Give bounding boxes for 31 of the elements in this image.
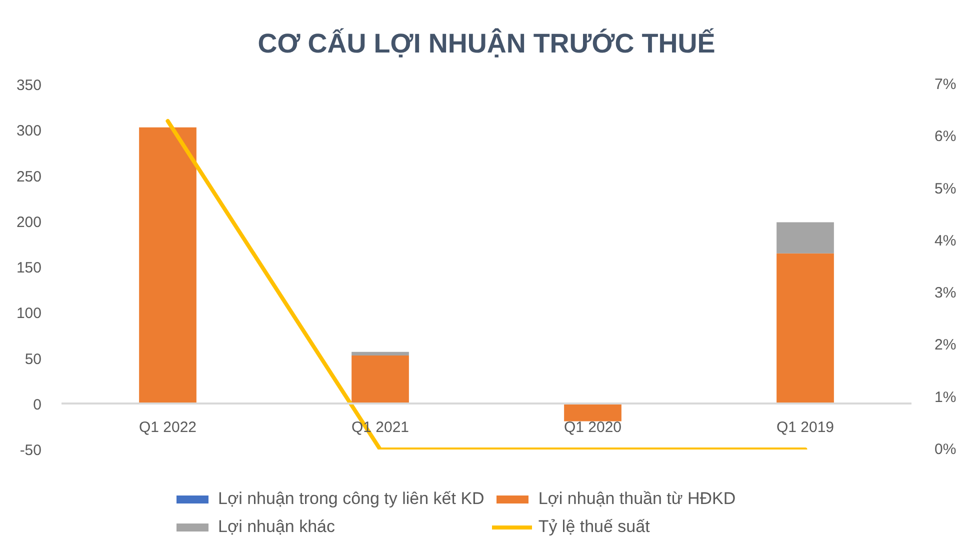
y2-tick-label: 0% — [934, 441, 956, 458]
y2-tick-label: 4% — [934, 232, 956, 250]
bar — [352, 352, 409, 356]
bar — [776, 222, 834, 254]
legend-label: Tỷ lệ thuế suất — [538, 517, 650, 537]
y2-tick-label: 6% — [934, 128, 956, 146]
y-tick-label: 50 — [24, 350, 42, 368]
chart-title: CƠ CẤU LỢI NHUẬN TRƯỚC THUẾ — [258, 28, 716, 58]
y-tick-label: 0 — [33, 396, 42, 414]
legend-label: Lợi nhuận khác — [218, 517, 336, 537]
bar — [352, 356, 409, 404]
bar — [564, 404, 622, 422]
bar — [776, 253, 834, 404]
y-tick-label: 300 — [16, 122, 42, 140]
y-tick-label: 250 — [16, 168, 42, 186]
x-tick-label: Q1 2019 — [776, 418, 834, 436]
y-tick-label: 350 — [16, 77, 42, 94]
y-tick-label: 200 — [16, 214, 42, 231]
y2-tick-label: 2% — [934, 336, 956, 354]
legend-label: Lợi nhuận thuần từ HĐKD — [538, 489, 736, 509]
x-tick-label: Q1 2022 — [138, 418, 197, 436]
y2-tick-label: 5% — [934, 180, 956, 198]
legend-label: Lợi nhuận trong công ty liên kết KD — [218, 489, 484, 509]
y-tick-label: -50 — [20, 442, 42, 459]
x-tick-label: Q1 2020 — [564, 418, 622, 436]
y-tick-label: 150 — [16, 260, 42, 276]
y-tick-label: 100 — [16, 305, 42, 322]
y2-tick-label: 3% — [934, 284, 956, 302]
y2-tick-label: 7% — [934, 76, 956, 93]
bar — [139, 127, 196, 404]
y2-tick-label: 1% — [934, 388, 956, 406]
